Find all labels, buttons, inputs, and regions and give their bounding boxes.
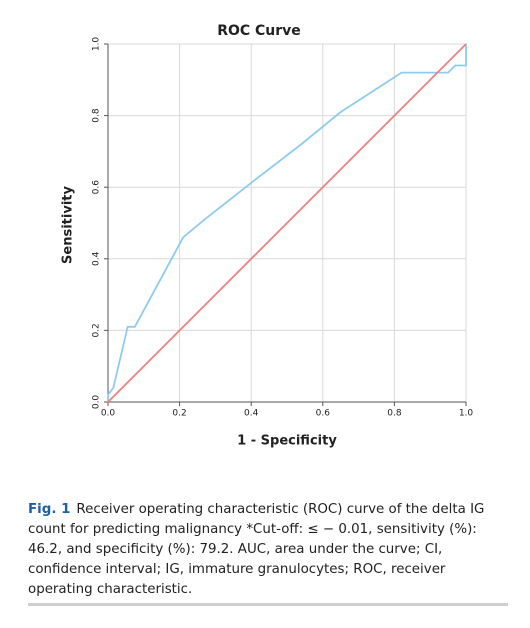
y-tick-label: 0.0 [92, 395, 102, 410]
line-series [107, 44, 467, 402]
chart-title: ROC Curve [217, 23, 301, 39]
x-tick-label: 0.0 [101, 409, 116, 419]
divider [28, 603, 508, 606]
x-tick-label: 0.8 [387, 409, 402, 419]
x-tick-label: 0.2 [172, 409, 186, 419]
y-tick-label: 0.8 [92, 108, 102, 123]
y-tick-label: 0.4 [92, 251, 102, 266]
x-tick-label: 0.6 [316, 409, 331, 419]
y-axis-label: Sensitivity [61, 186, 76, 264]
y-tick-label: 1.0 [92, 37, 102, 52]
caption: Fig. 1 Receiver operating characteristic … [28, 500, 512, 600]
x-tick-label: 0.4 [244, 409, 259, 419]
x-axis-label: 1 - Specificity [237, 434, 337, 449]
line-series [107, 43, 467, 403]
caption-label: Fig. 1 [28, 502, 71, 517]
caption-text: Receiver operating characteristic (ROC) … [28, 502, 485, 597]
y-tick-label: 0.6 [92, 180, 102, 195]
y-tick-label: 0.2 [92, 323, 102, 337]
chart: ROC Curve 1 - Specificity Sensitivity 0.… [61, 23, 474, 449]
x-tick-label: 1.0 [459, 409, 474, 419]
